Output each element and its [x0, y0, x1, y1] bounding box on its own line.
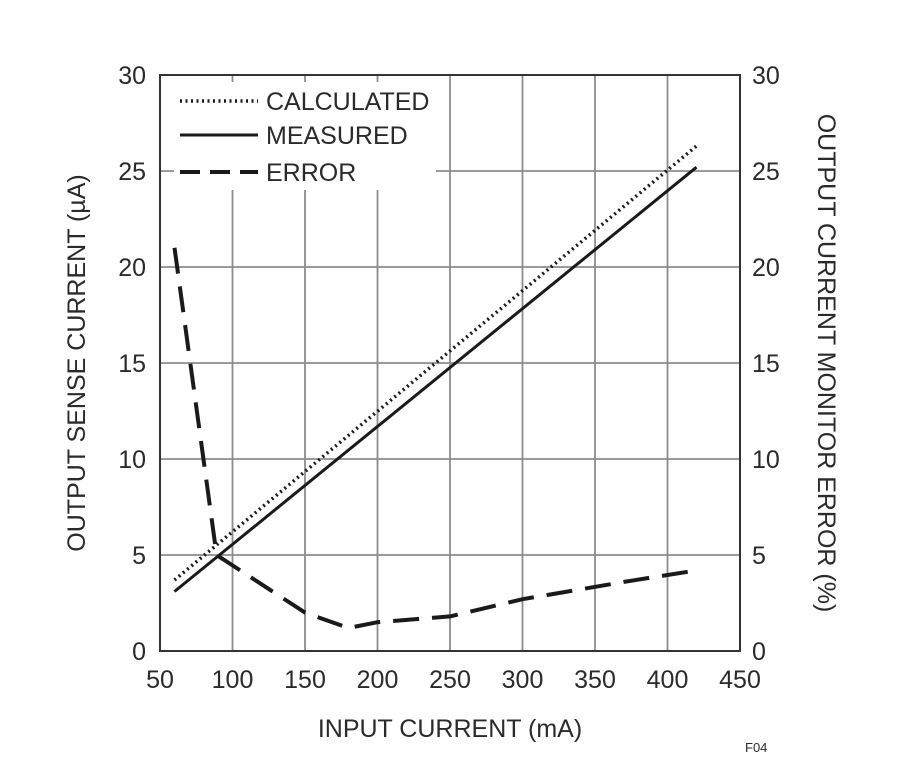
x-tick-label: 200 — [357, 666, 399, 694]
legend: CALCULATED MEASURED ERROR — [174, 82, 436, 190]
y-tick-label-left: 20 — [118, 254, 146, 282]
x-axis-title: INPUT CURRENT (mA) — [318, 715, 582, 743]
legend-label-calculated: CALCULATED — [266, 88, 429, 116]
y-tick-label-right: 10 — [752, 446, 780, 474]
figure-id: F04 — [745, 740, 767, 755]
y-tick-label-left: 25 — [118, 158, 146, 186]
x-tick-label: 450 — [719, 666, 761, 694]
y-axis-title-left: OUTPUT SENSE CURRENT (µA) — [63, 174, 91, 551]
plot-frame — [159, 74, 741, 652]
series-line-measured — [173, 166, 698, 593]
y-tick-label-right: 30 — [752, 62, 780, 90]
y-tick-label-left: 5 — [132, 542, 146, 570]
series-line-error — [172, 247, 697, 630]
y-tick-label-left: 0 — [132, 638, 146, 666]
y-tick-label-right: 15 — [752, 350, 780, 378]
y-tick-label-left: 15 — [118, 350, 146, 378]
y-tick-label-right: 5 — [752, 542, 766, 570]
legend-label-error: ERROR — [266, 159, 356, 187]
y-tick-label-right: 25 — [752, 158, 780, 186]
y-tick-label-left: 10 — [118, 446, 146, 474]
x-tick-label: 350 — [574, 666, 616, 694]
y-tick-label-right: 20 — [752, 254, 780, 282]
y-tick-label-right: 0 — [752, 638, 766, 666]
y-tick-label-left: 30 — [118, 62, 146, 90]
x-tick-label: 250 — [429, 666, 471, 694]
x-tick-label: 50 — [146, 666, 174, 694]
legend-label-measured: MEASURED — [266, 122, 408, 150]
tick-labels: 50 100 150 200 250 300 350 400 45005101520253005… — [118, 62, 780, 694]
series-lines — [172, 144, 698, 630]
x-tick-label: 100 — [212, 666, 254, 694]
x-tick-label: 400 — [647, 666, 689, 694]
x-tick-label: 150 — [284, 666, 326, 694]
y-axis-title-right: OUTPUT CURRENT MONITOR ERROR (%) — [812, 114, 840, 613]
x-tick-label: 300 — [502, 666, 544, 694]
